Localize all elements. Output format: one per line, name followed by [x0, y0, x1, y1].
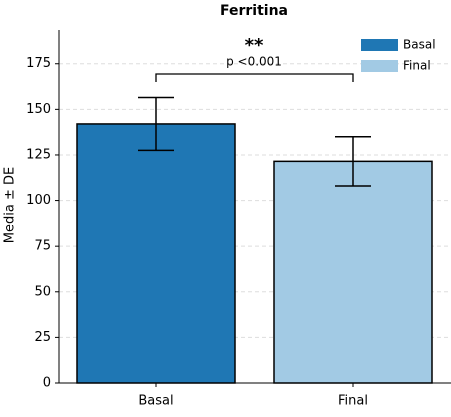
y-axis-label: Media ± DE — [3, 167, 18, 243]
y-tick-label: 150 — [26, 102, 51, 117]
bar — [273, 160, 433, 384]
x-tick-label: Final — [338, 394, 368, 409]
significance-bracket — [155, 73, 354, 82]
legend-label: Final — [403, 59, 431, 73]
legend-label: Basal — [403, 38, 436, 52]
y-tick-label: 50 — [34, 284, 51, 299]
legend-swatch — [361, 60, 398, 72]
y-tick-label: 0 — [43, 376, 51, 391]
p-value: p <0.001 — [226, 55, 282, 69]
y-tick-label: 175 — [26, 56, 51, 71]
y-tick-label: 25 — [34, 330, 51, 345]
y-tick-label: 75 — [34, 239, 51, 254]
y-tick-label: 125 — [26, 147, 51, 162]
y-tick-label: 100 — [26, 193, 51, 208]
significance-stars: ** — [245, 35, 264, 56]
bar — [76, 123, 236, 384]
legend-swatch — [361, 39, 398, 51]
chart-title: Ferritina — [220, 3, 288, 19]
x-tick-label: Basal — [138, 394, 173, 409]
